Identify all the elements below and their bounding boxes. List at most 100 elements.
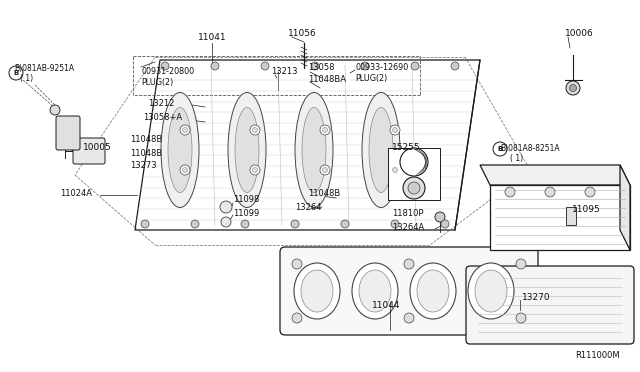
Circle shape (320, 165, 330, 175)
Circle shape (323, 167, 328, 173)
Circle shape (505, 187, 515, 197)
FancyBboxPatch shape (466, 266, 634, 344)
Circle shape (361, 62, 369, 70)
Circle shape (182, 128, 188, 132)
Text: 11041: 11041 (198, 33, 227, 42)
FancyBboxPatch shape (280, 247, 538, 335)
Ellipse shape (168, 108, 192, 192)
Circle shape (191, 220, 199, 228)
Circle shape (253, 167, 257, 173)
Circle shape (403, 177, 425, 199)
Text: 11044: 11044 (372, 301, 400, 311)
Ellipse shape (475, 270, 507, 312)
Text: R111000M: R111000M (575, 350, 620, 359)
Ellipse shape (468, 263, 514, 319)
Text: B: B (13, 70, 19, 76)
Ellipse shape (352, 263, 398, 319)
Ellipse shape (235, 108, 259, 192)
Text: 11024A: 11024A (60, 189, 92, 198)
Ellipse shape (369, 108, 393, 192)
Circle shape (253, 128, 257, 132)
Circle shape (241, 220, 249, 228)
FancyBboxPatch shape (56, 116, 80, 150)
Circle shape (391, 220, 399, 228)
Circle shape (323, 128, 328, 132)
Ellipse shape (359, 270, 391, 312)
Text: 11095: 11095 (572, 205, 601, 215)
Circle shape (392, 128, 397, 132)
Ellipse shape (301, 270, 333, 312)
Text: 11810P: 11810P (392, 209, 424, 218)
Polygon shape (620, 165, 630, 250)
Circle shape (566, 81, 580, 95)
Circle shape (411, 62, 419, 70)
Text: 13058+A: 13058+A (143, 113, 182, 122)
Text: B)081AB-9251A: B)081AB-9251A (14, 64, 74, 73)
Ellipse shape (294, 263, 340, 319)
Circle shape (341, 220, 349, 228)
Text: 00933-12690: 00933-12690 (355, 62, 408, 71)
Polygon shape (135, 60, 480, 230)
Polygon shape (490, 185, 630, 250)
Text: 13270: 13270 (522, 294, 550, 302)
Circle shape (9, 66, 23, 80)
Text: ( 1): ( 1) (20, 74, 33, 83)
Ellipse shape (410, 263, 456, 319)
Circle shape (291, 220, 299, 228)
Circle shape (390, 125, 400, 135)
Circle shape (404, 259, 414, 269)
Text: 13213: 13213 (271, 67, 298, 77)
Text: 13264A: 13264A (392, 222, 424, 231)
Ellipse shape (362, 93, 400, 208)
Text: PLUG(2): PLUG(2) (141, 77, 173, 87)
Circle shape (292, 259, 302, 269)
Ellipse shape (161, 93, 199, 208)
Circle shape (435, 212, 445, 222)
Circle shape (292, 313, 302, 323)
Text: 11099: 11099 (233, 208, 259, 218)
Circle shape (50, 105, 60, 115)
Circle shape (516, 259, 526, 269)
Circle shape (211, 62, 219, 70)
Text: PLUG(2): PLUG(2) (355, 74, 387, 83)
Text: 15255: 15255 (392, 144, 420, 153)
Text: 13264: 13264 (295, 202, 321, 212)
Circle shape (250, 125, 260, 135)
Circle shape (250, 165, 260, 175)
Circle shape (182, 167, 188, 173)
Text: B)081A8-8251A: B)081A8-8251A (500, 144, 559, 153)
Ellipse shape (417, 270, 449, 312)
Circle shape (390, 165, 400, 175)
FancyBboxPatch shape (73, 138, 105, 164)
Bar (388, 148, 440, 200)
Ellipse shape (228, 93, 266, 208)
Text: ( 1): ( 1) (510, 154, 523, 164)
Text: 10005: 10005 (83, 142, 112, 151)
Circle shape (311, 62, 319, 70)
Circle shape (161, 62, 169, 70)
Circle shape (493, 142, 507, 156)
Circle shape (221, 217, 231, 227)
Circle shape (400, 148, 428, 176)
Text: 13212: 13212 (148, 99, 174, 108)
Ellipse shape (295, 93, 333, 208)
Text: 11048B: 11048B (308, 189, 340, 198)
Text: B: B (497, 146, 502, 152)
Text: 11048B: 11048B (130, 148, 163, 157)
Circle shape (180, 125, 190, 135)
Polygon shape (480, 165, 630, 185)
Text: 00931-20800: 00931-20800 (141, 67, 194, 76)
Circle shape (141, 220, 149, 228)
Bar (566, 207, 576, 225)
Text: 13058: 13058 (308, 64, 335, 73)
Circle shape (180, 165, 190, 175)
Circle shape (451, 62, 459, 70)
Ellipse shape (302, 108, 326, 192)
Circle shape (570, 84, 577, 92)
Circle shape (516, 313, 526, 323)
Text: 11048B: 11048B (130, 135, 163, 144)
Circle shape (392, 167, 397, 173)
Circle shape (441, 220, 449, 228)
Circle shape (585, 187, 595, 197)
Text: 11056: 11056 (288, 29, 317, 38)
